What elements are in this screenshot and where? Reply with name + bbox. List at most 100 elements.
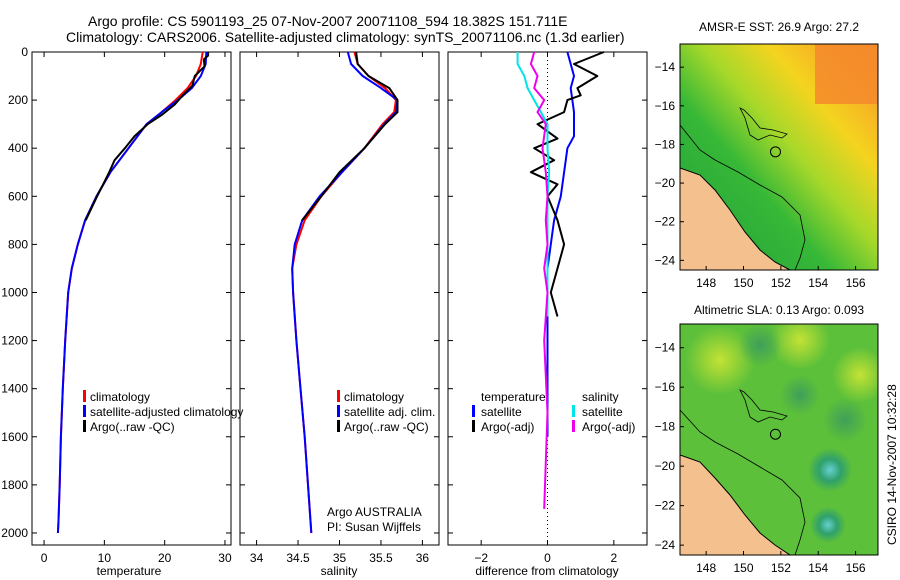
sla-island [739, 389, 788, 423]
map-x-tick-label: 148 [696, 561, 716, 575]
sst-island [739, 107, 788, 141]
series-line [516, 52, 551, 317]
map-x-tick-label: 152 [771, 561, 791, 575]
x-tick-label: 36 [416, 551, 430, 565]
y-tick-label: 2000 [1, 526, 28, 540]
series-line [301, 51, 399, 221]
sst-reef-contour [680, 124, 806, 270]
difference-legend: temperature satellite Argo(-adj) salinit… [472, 390, 635, 434]
map-y-tick-label: −22 [655, 215, 676, 229]
sst-map-frame [679, 43, 879, 271]
x-tick-label: 2 [610, 551, 617, 565]
sla-anomaly-low [780, 375, 820, 415]
x-tick-label: 34 [250, 551, 264, 565]
sla-anomaly-high [832, 347, 878, 403]
legend-swatch-temp-argo [472, 420, 475, 432]
map-y-tick-label: −22 [655, 499, 676, 513]
temperature-axes-frame [31, 51, 232, 546]
map-x-tick-label: 150 [733, 561, 753, 575]
map-x-tick-label: 154 [808, 276, 828, 290]
series-line [546, 51, 575, 437]
map-x-tick-label: 150 [733, 276, 753, 290]
pi-label: PI: Susan Wijffels [327, 520, 421, 534]
salinity-panel: 34 34.5 35 35.5 36 salinity climatology sate… [239, 51, 440, 578]
x-tick-label: 10 [98, 551, 112, 565]
x-tick-label: 35 [333, 551, 347, 565]
legend-label-climatology: climatology [90, 390, 150, 404]
sla-reef-contour [680, 409, 806, 555]
y-tick-label: 200 [8, 93, 28, 107]
header-line2: Climatology: CARS2006. Satellite-adjuste… [66, 29, 624, 45]
difference-panel: −2 0 2 difference from climatology tempera… [447, 51, 648, 578]
map-x-tick-label: 156 [846, 276, 866, 290]
map-y-tick-label: −16 [655, 380, 676, 394]
sla-float-marker [769, 428, 781, 440]
map-x-tick-label: 152 [771, 276, 791, 290]
sst-float-marker [769, 146, 781, 158]
salinity-legend: climatology satellite adj. clim. Argo(..… [337, 390, 435, 434]
y-tick-label: 1800 [1, 478, 28, 492]
legend-label-argo: Argo(..raw -QC) [90, 420, 175, 434]
series-line [291, 51, 397, 534]
sla-anomaly-cyan [810, 507, 846, 543]
salinity-axes-frame [239, 51, 440, 546]
sla-map-title: Altimetric SLA: 0.13 Argo: 0.093 [694, 303, 864, 317]
sla-anomaly-high [685, 325, 755, 395]
sst-land [680, 167, 791, 270]
legend-swatch-climatology [83, 390, 86, 402]
difference-xlabel: difference from climatology [475, 564, 618, 578]
series-line [529, 51, 549, 509]
legend-swatch-satellite-adj [337, 405, 340, 417]
map-y-tick-label: −20 [655, 459, 676, 473]
sst-map-panel: AMSR-E SST: 26.9 Argo: 27.2 148 150 152 154… [655, 20, 879, 290]
sst-map-title: AMSR-E SST: 26.9 Argo: 27.2 [699, 20, 859, 34]
map-x-tick-label: 154 [808, 561, 828, 575]
legend-heading-temperature: temperature [481, 390, 546, 404]
y-tick-label: 1000 [1, 285, 28, 299]
temperature-legend: climatology satellite-adjusted climatolo… [83, 390, 243, 434]
y-tick-label: 800 [8, 237, 28, 251]
salinity-xlabel: salinity [321, 564, 358, 578]
map-y-tick-label: −24 [655, 253, 676, 267]
timestamp-stamp: CSIRO 14-Nov-2007 10:32:28 [885, 384, 899, 545]
legend-label-satellite-adjusted: satellite-adjusted climatology [90, 405, 243, 419]
legend-heading-salinity: salinity [582, 390, 619, 404]
y-tick-label: 1400 [1, 382, 28, 396]
x-tick-label: 35.5 [369, 551, 393, 565]
x-tick-label: 34.5 [286, 551, 310, 565]
sla-land [680, 454, 791, 555]
legend-label-climatology: climatology [344, 390, 404, 404]
y-tick-label: 400 [8, 141, 28, 155]
legend-label-temp-argo: Argo(-adj) [481, 420, 534, 434]
map-y-tick-label: −14 [655, 60, 676, 74]
y-tick-label: 0 [21, 45, 28, 59]
map-x-tick-label: 156 [846, 561, 866, 575]
legend-swatch-argo [337, 420, 340, 432]
map-y-tick-label: −16 [655, 99, 676, 113]
y-tick-label: 1200 [1, 334, 28, 348]
argo-australia-label: Argo AUSTRALIA [327, 505, 422, 519]
temperature-panel: 0 10 20 30 0 200 400 600 800 1000 1200 1400 1600 1800… [1, 45, 243, 578]
header-line1: Argo profile: CS 5901193_25 07-Nov-2007 … [88, 13, 568, 29]
legend-label-satellite-adj: satellite adj. clim. [344, 405, 435, 419]
sst-warm-patch [815, 44, 878, 104]
temperature-xlabel: temperature [97, 564, 162, 578]
x-tick-label: 30 [218, 551, 232, 565]
map-y-tick-label: −20 [655, 176, 676, 190]
series-line [56, 51, 208, 534]
map-y-tick-label: −24 [655, 538, 676, 552]
x-tick-label: 0 [41, 551, 48, 565]
legend-swatch-satellite-adjusted [83, 405, 86, 417]
sla-map-frame [679, 323, 879, 556]
map-y-tick-label: −18 [655, 137, 676, 151]
map-y-tick-label: −14 [655, 341, 676, 355]
sla-anomaly-low [823, 398, 867, 442]
legend-swatch-argo [83, 420, 86, 432]
sla-anomaly-high [770, 324, 830, 370]
legend-label-argo: Argo(..raw -QC) [344, 420, 429, 434]
legend-swatch-sal-argo [572, 420, 575, 432]
series-line [56, 51, 204, 534]
legend-label-sal-satellite: satellite [582, 405, 623, 419]
x-tick-label: 20 [158, 551, 172, 565]
